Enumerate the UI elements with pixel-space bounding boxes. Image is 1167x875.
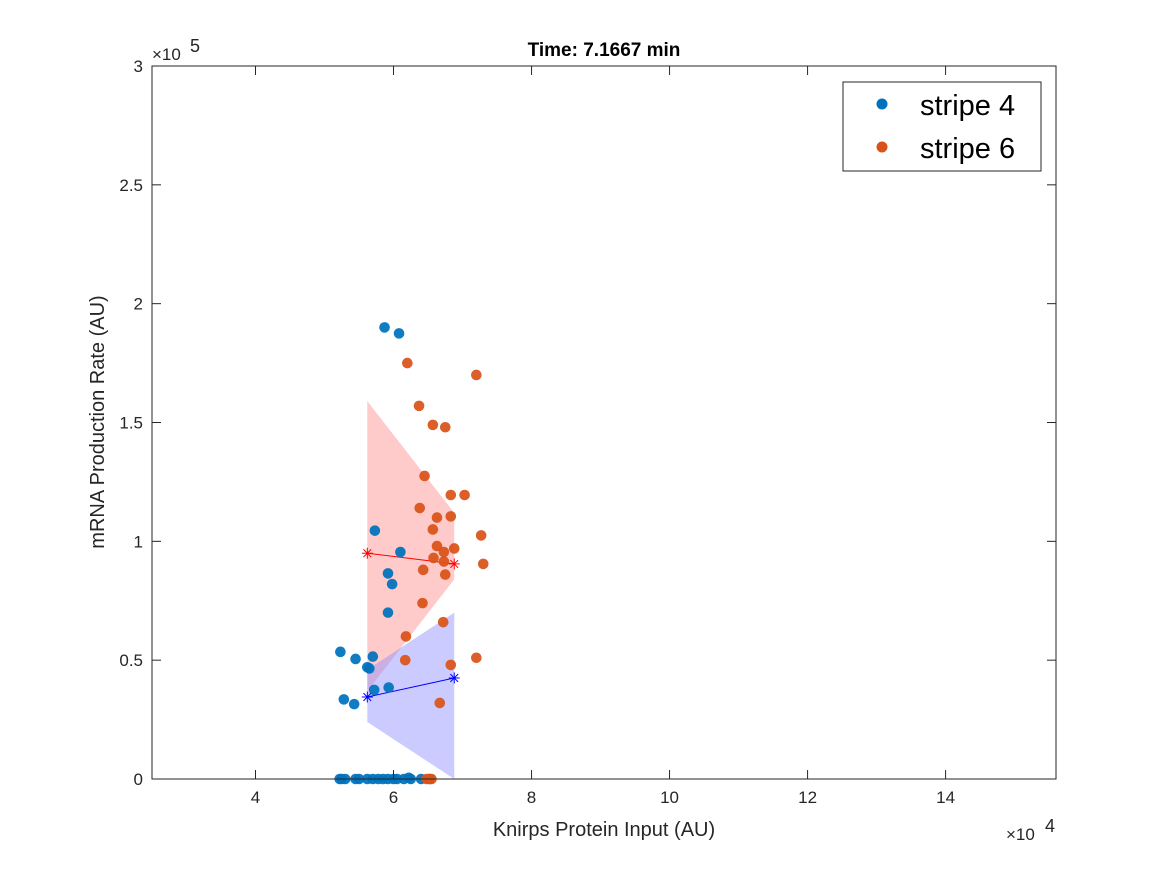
- point-stripe-6-16: [428, 552, 439, 564]
- x-tick-label-5: 14: [936, 788, 955, 807]
- y-axis-label: mRNA Production Rate (AU): [87, 295, 109, 548]
- fit-line-stripe-4: [367, 677, 455, 698]
- legend-box: [842, 81, 1042, 172]
- fit-markers: [361, 547, 460, 703]
- point-stripe-4-8: [350, 653, 361, 665]
- confidence-bands: [367, 401, 455, 779]
- point-stripe-6-6: [414, 502, 426, 514]
- point-stripe-6-15: [438, 546, 450, 558]
- legend-marker-stripe-4: [876, 98, 888, 110]
- point-stripe-6-4: [439, 421, 451, 433]
- point-stripe-6-25: [471, 652, 482, 664]
- point-stripe-6-23: [400, 631, 412, 642]
- fit-marker-stripe-6-0: [361, 547, 373, 559]
- point-stripe-6-5: [419, 470, 430, 482]
- point-stripe-6-18: [417, 564, 429, 576]
- point-stripe-6-7: [445, 489, 457, 501]
- point-stripe-4-14: [338, 694, 350, 705]
- point-stripe-4-9: [367, 651, 379, 662]
- y-tick-label-1: 0.5: [119, 651, 143, 670]
- point-stripe-6-9: [427, 524, 439, 535]
- point-stripe-4-11: [364, 663, 375, 674]
- point-stripe-6-0: [402, 357, 413, 369]
- legend-marker-stripe-6: [876, 141, 888, 153]
- y-tick-label-6: 3: [134, 57, 143, 76]
- chart-title: Time: 7.1667 min: [528, 40, 681, 61]
- y-tick-label-4: 2: [134, 295, 143, 314]
- point-stripe-6-12: [475, 530, 487, 541]
- y-multiplier-exponent: 5: [190, 36, 200, 56]
- y-axis-multiplier: ×10 5: [152, 36, 200, 64]
- band-stripe-4: [367, 612, 455, 779]
- point-stripe-4-5: [386, 578, 398, 590]
- point-stripe-4-1: [393, 328, 405, 339]
- point-stripe-6-10: [431, 512, 443, 523]
- y-tick-label-3: 1.5: [119, 414, 143, 433]
- point-stripe-6-14: [448, 543, 460, 554]
- fit-marker-stripe-4-1: [448, 672, 460, 684]
- point-stripe-6-22: [437, 616, 449, 628]
- point-stripe-4-4: [382, 568, 394, 579]
- point-stripe-4-13: [383, 682, 394, 693]
- fit-marker-stripe-4-0: [361, 691, 373, 703]
- x-tick-label-1: 6: [389, 788, 398, 807]
- x-axis-multiplier: ×10 4: [1006, 816, 1055, 844]
- x-tick-label-0: 4: [251, 788, 260, 807]
- axis-ticks: 4 6 8 10 12 14 0 0.5 1 1.5 2 2.5 3: [119, 57, 1056, 807]
- point-stripe-6-27: [434, 697, 446, 709]
- point-stripe-4-0: [379, 322, 390, 333]
- legend: stripe 4 stripe 6: [842, 81, 1042, 172]
- x-tick-label-3: 10: [660, 788, 679, 807]
- fit-marker-stripe-6-1: [448, 558, 460, 570]
- x-axis-label: Knirps Protein Input (AU): [493, 819, 715, 841]
- point-stripe-6-21: [417, 597, 428, 609]
- x-tick-label-4: 12: [798, 788, 817, 807]
- point-stripe-6-19: [477, 558, 489, 570]
- point-stripe-6-2: [413, 400, 425, 412]
- point-stripe-4-3: [395, 546, 406, 558]
- point-stripe-6-13: [431, 540, 443, 552]
- point-stripe-4-2: [369, 525, 381, 536]
- point-stripe-6-20: [439, 569, 451, 580]
- y-tick-label-2: 1: [134, 532, 143, 551]
- y-tick-label-0: 0: [134, 770, 143, 789]
- point-stripe-6-26: [445, 659, 457, 671]
- x-multiplier-exponent: 4: [1045, 816, 1055, 836]
- point-stripe-6-17: [438, 556, 450, 567]
- y-multiplier-base: ×10: [152, 45, 181, 64]
- point-stripe-6-3: [427, 419, 439, 431]
- plot-frame: [151, 65, 1057, 780]
- y-tick-label-5: 2.5: [119, 176, 143, 195]
- point-stripe-6-24: [399, 654, 411, 666]
- data-points: [334, 322, 489, 785]
- band-stripe-6: [367, 401, 455, 692]
- point-stripe-4-7: [335, 646, 346, 658]
- legend-label-stripe-4: stripe 4: [920, 90, 1015, 122]
- x-tick-label-2: 8: [527, 788, 536, 807]
- legend-label-stripe-6: stripe 6: [920, 133, 1015, 165]
- point-stripe-6-1: [471, 369, 482, 381]
- point-stripe-4-6: [382, 607, 394, 618]
- point-stripe-4-12: [368, 684, 380, 696]
- point-stripe-6-8: [459, 489, 470, 501]
- point-stripe-4-15: [348, 698, 360, 710]
- point-stripe-6-11: [445, 511, 457, 522]
- x-multiplier-base: ×10: [1006, 825, 1035, 844]
